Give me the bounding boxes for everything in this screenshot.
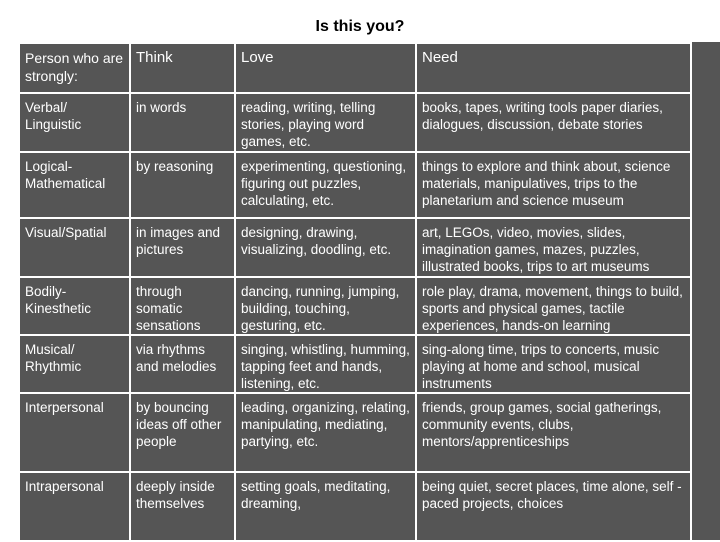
row-think: by bouncing ideas off other people (129, 392, 236, 473)
row-type: Intrapersonal (18, 471, 131, 542)
row-need: sing-along time, trips to concerts, musi… (415, 334, 692, 394)
table-row: Verbal/ Linguistic in words reading, wri… (18, 92, 692, 153)
row-think: deeply inside themselves (129, 471, 236, 542)
intelligences-table: Person who are strongly: Think Love Need… (18, 42, 692, 542)
table-row: Interpersonal by bouncing ideas off othe… (18, 392, 692, 473)
row-type: Interpersonal (18, 392, 131, 473)
row-love: setting goals, meditating, dreaming, (234, 471, 417, 542)
row-need: friends, group games, social gatherings,… (415, 392, 692, 473)
row-think: by reasoning (129, 151, 236, 219)
row-need: art, LEGOs, video, movies, slides, imagi… (415, 217, 692, 278)
row-need: role play, drama, movement, things to bu… (415, 276, 692, 336)
row-love: singing, whistling, humming, tapping fee… (234, 334, 417, 394)
row-think: in images and pictures (129, 217, 236, 278)
header-person-type: Person who are strongly: (18, 42, 131, 94)
header-need: Need (415, 42, 692, 94)
row-type: Logical- Mathematical (18, 151, 131, 219)
row-type: Verbal/ Linguistic (18, 92, 131, 153)
row-think: via rhythms and melodies (129, 334, 236, 394)
row-need: books, tapes, writing tools paper diarie… (415, 92, 692, 153)
row-think: through somatic sensations (129, 276, 236, 336)
table-row: Bodily- Kinesthetic through somatic sens… (18, 276, 692, 336)
table-row: Musical/ Rhythmic via rhythms and melodi… (18, 334, 692, 394)
table-row: Visual/Spatial in images and pictures de… (18, 217, 692, 278)
table-row: Logical- Mathematical by reasoning exper… (18, 151, 692, 219)
row-type: Musical/ Rhythmic (18, 334, 131, 394)
row-love: reading, writing, telling stories, playi… (234, 92, 417, 153)
row-need: being quiet, secret places, time alone, … (415, 471, 692, 542)
header-think: Think (129, 42, 236, 94)
row-think: in words (129, 92, 236, 153)
row-type: Bodily- Kinesthetic (18, 276, 131, 336)
row-love: dancing, running, jumping, building, tou… (234, 276, 417, 336)
row-love: leading, organizing, relating, manipulat… (234, 392, 417, 473)
slide-title: Is this you? (315, 18, 405, 35)
intelligences-table-panel: Person who are strongly: Think Love Need… (18, 42, 720, 542)
row-need: things to explore and think about, scien… (415, 151, 692, 219)
table-header-row: Person who are strongly: Think Love Need (18, 42, 692, 94)
table-row: Intrapersonal deeply inside themselves s… (18, 471, 692, 542)
row-love: experimenting, questioning, figuring out… (234, 151, 417, 219)
header-love: Love (234, 42, 417, 94)
row-love: designing, drawing, visualizing, doodlin… (234, 217, 417, 278)
row-type: Visual/Spatial (18, 217, 131, 278)
